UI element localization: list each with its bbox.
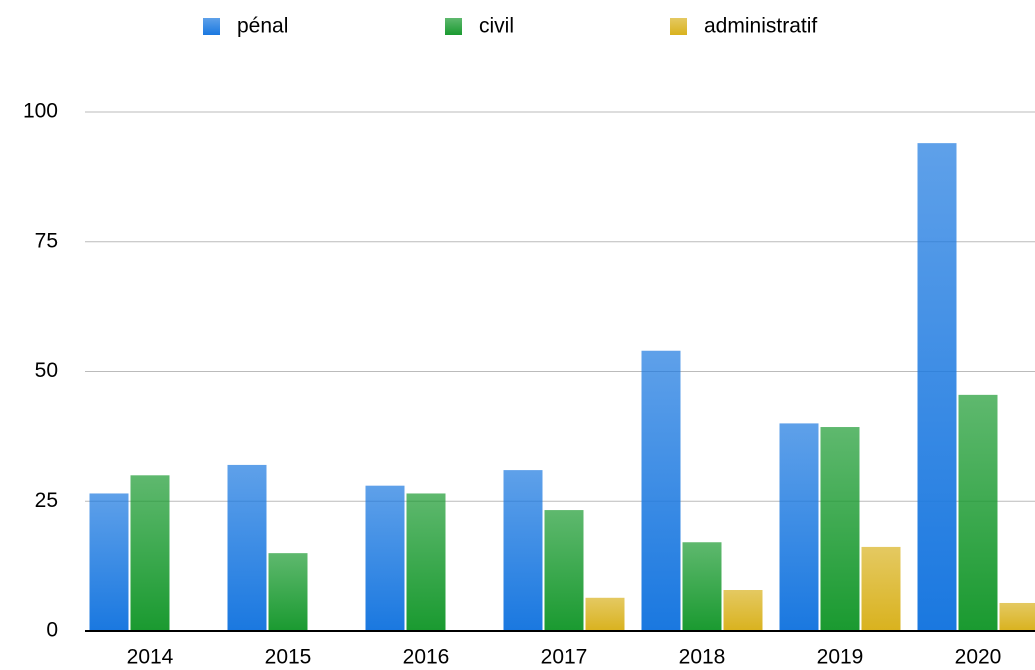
bar bbox=[503, 470, 543, 631]
bar bbox=[585, 597, 625, 631]
legend-swatch bbox=[670, 18, 687, 35]
bar bbox=[641, 350, 681, 631]
bar bbox=[958, 394, 998, 631]
x-tick-label: 2020 bbox=[955, 646, 1002, 669]
legend-label: pénal bbox=[237, 15, 288, 38]
bar bbox=[820, 427, 860, 631]
bar bbox=[723, 589, 763, 631]
y-tick-label: 25 bbox=[35, 489, 58, 512]
legend-swatch bbox=[203, 18, 220, 35]
bar bbox=[406, 493, 446, 631]
legend-label: administratif bbox=[704, 15, 817, 38]
y-tick-label: 0 bbox=[46, 619, 58, 642]
x-tick-label: 2016 bbox=[403, 646, 450, 669]
x-tick-label: 2014 bbox=[127, 646, 174, 669]
bar bbox=[861, 546, 901, 631]
bar bbox=[365, 485, 405, 631]
x-tick-label: 2019 bbox=[817, 646, 864, 669]
x-tick-label: 2015 bbox=[265, 646, 312, 669]
bar bbox=[779, 423, 819, 631]
bar bbox=[227, 464, 267, 631]
bar bbox=[682, 542, 722, 631]
bar bbox=[130, 475, 170, 631]
bar bbox=[89, 493, 129, 631]
x-tick-label: 2017 bbox=[541, 646, 588, 669]
x-tick-label: 2018 bbox=[679, 646, 726, 669]
y-tick-label: 75 bbox=[35, 229, 58, 252]
legend-label: civil bbox=[479, 15, 514, 38]
bar bbox=[268, 553, 308, 631]
y-tick-label: 100 bbox=[23, 100, 58, 123]
bar bbox=[999, 602, 1035, 631]
legend-swatch bbox=[445, 18, 462, 35]
bar bbox=[544, 510, 584, 631]
y-tick-label: 50 bbox=[35, 359, 58, 382]
bar bbox=[917, 143, 957, 631]
